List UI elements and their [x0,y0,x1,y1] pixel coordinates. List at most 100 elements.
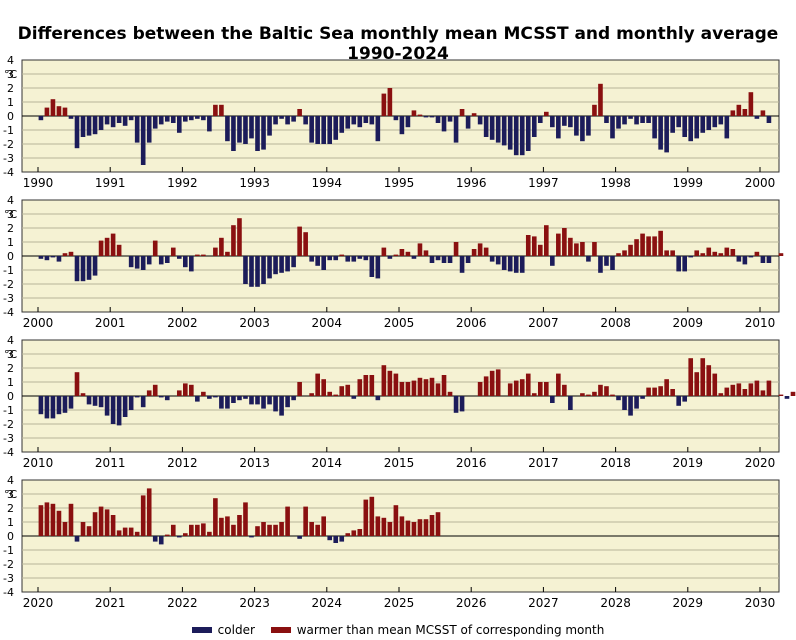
bar [261,396,266,409]
bar [201,116,206,121]
bar [255,396,260,405]
bar [381,247,387,256]
bar [688,116,694,142]
bar [363,499,369,536]
bar [453,396,459,413]
bar [345,116,351,129]
y-tick-label: 0 [7,530,14,543]
bar [525,116,531,151]
bar [237,515,242,536]
bar [381,517,387,536]
bar [507,383,513,396]
bar [730,110,736,116]
bar [86,116,92,136]
x-tick-label: 2005 [384,316,415,330]
bar [742,109,748,116]
bar [249,116,254,139]
bar [183,256,188,268]
y-tick-label: 3 [7,68,14,81]
bar [429,515,435,536]
y-tick-label: 2 [7,362,14,375]
bar [122,527,128,536]
bar [68,396,74,409]
bar [207,531,212,536]
x-tick-label: 1998 [600,176,631,190]
bar [724,247,730,256]
bar [183,116,188,122]
bar [291,116,296,122]
bar [321,116,326,144]
bar [327,256,333,261]
x-tick-label: 1995 [384,176,415,190]
bar [158,116,164,125]
bar [574,116,579,136]
bar [489,370,495,396]
bar [700,358,706,396]
bar [369,496,375,536]
bar [357,116,363,128]
bar [483,116,489,137]
bar [309,393,314,396]
bar [207,116,212,132]
bar [507,256,513,272]
bar [183,533,188,536]
bar [375,116,381,142]
x-tick-label: 2007 [528,316,559,330]
x-tick-label: 2025 [384,596,415,610]
bar [213,498,218,536]
bar [164,116,170,122]
y-tick-label: -2 [3,278,14,291]
bar [50,396,56,419]
bar [80,116,86,137]
bar [724,116,730,139]
x-tick-label: 2019 [673,456,704,470]
y-tick-label: -1 [3,404,14,417]
x-tick-label: 2012 [167,456,198,470]
bar [441,375,447,396]
bar [363,375,369,396]
bar [417,243,423,256]
x-tick-label: 2002 [167,316,198,330]
bar [291,396,296,401]
bar [465,256,471,263]
bar [742,389,748,396]
bar [766,256,772,263]
bar [333,256,339,261]
bar [152,536,158,542]
x-tick-label: 2014 [312,456,343,470]
bar [68,116,74,119]
bar [74,256,80,282]
bar [616,253,621,256]
bar [453,242,459,256]
bar [86,396,92,405]
bar [189,256,194,272]
bar [622,250,627,256]
bar [682,396,687,402]
x-tick-label: 2010 [23,456,54,470]
x-tick-label: 2020 [23,596,54,610]
bar [279,256,284,273]
bar [429,377,435,396]
bar [610,116,615,139]
x-tick-label: 2013 [239,456,270,470]
bar [513,380,519,396]
bar [652,236,657,256]
bar [646,236,651,256]
bar [98,116,104,130]
bar [243,256,248,284]
x-tick-label: 2024 [312,596,343,610]
bar [219,104,224,116]
x-tick-label: 2001 [95,316,126,330]
x-tick-label: 2028 [600,596,631,610]
y-tick-label: -1 [3,124,14,137]
x-tick-label: 1994 [312,176,343,190]
x-tick-label: 2009 [673,316,704,330]
bar [718,253,724,256]
bar [273,256,278,275]
bar [201,391,206,396]
x-tick-label: 1992 [167,176,198,190]
bar [537,382,543,396]
bar [580,242,585,256]
bar [489,116,495,140]
